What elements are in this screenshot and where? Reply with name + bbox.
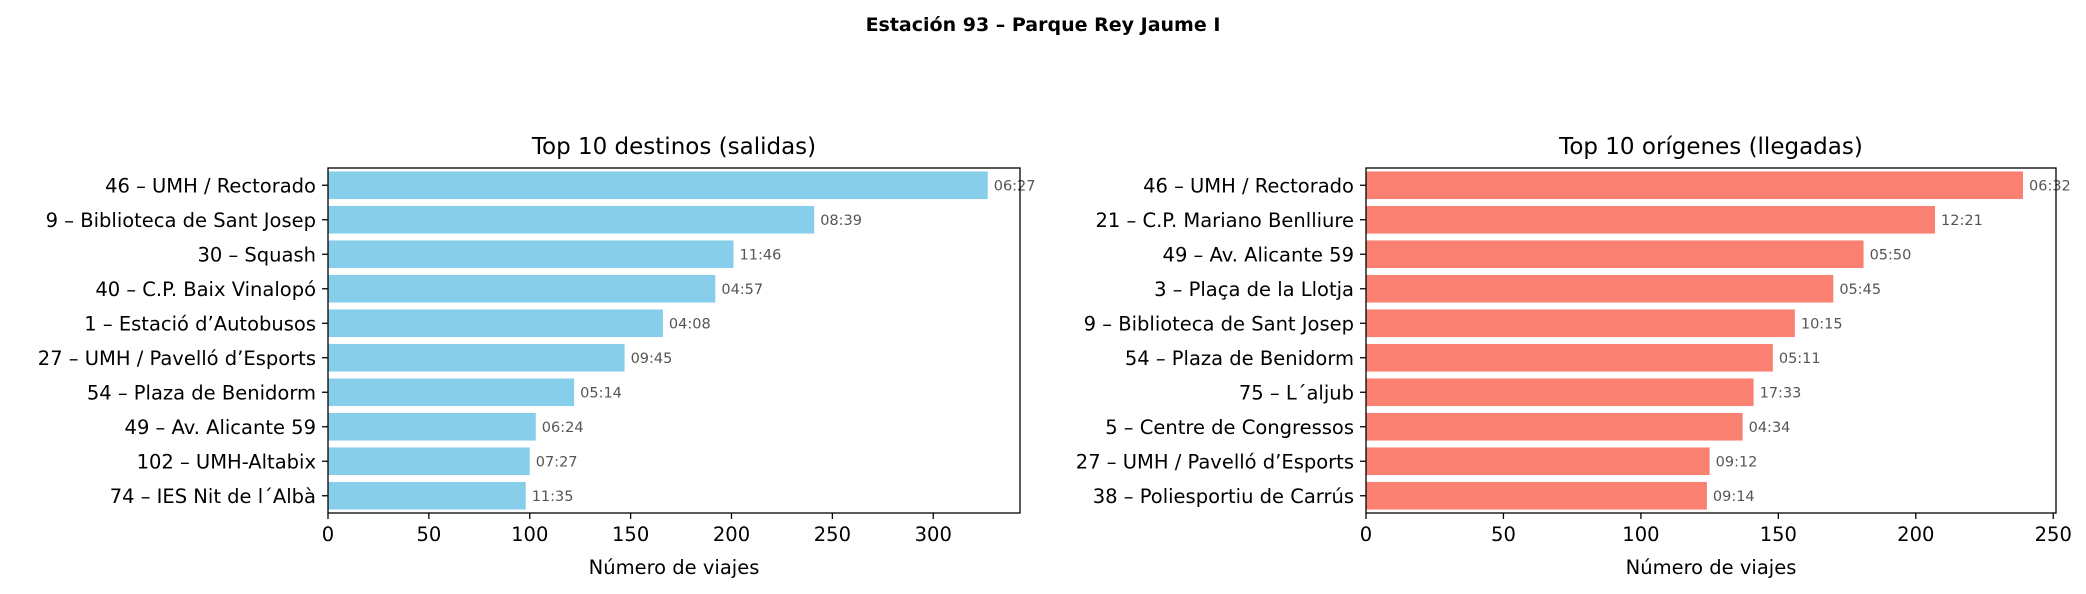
bar-data-label: 05:45 (1839, 282, 1881, 298)
bar (328, 378, 575, 407)
x-tick-label: 0 (322, 523, 334, 546)
x-tick-label: 0 (1360, 523, 1372, 546)
axes-frame (327, 167, 1021, 514)
bar-data-label: 05:11 (1779, 351, 1821, 367)
bar (1366, 447, 1710, 476)
subplot-title: Top 10 destinos (salidas) (531, 134, 816, 160)
y-tick-label: 102 – UMH-Altabix (137, 450, 316, 473)
y-tick-label: 75 – L´aljub (1239, 381, 1354, 404)
bar (1366, 205, 1936, 234)
bar-data-label: 11:35 (532, 489, 574, 505)
figure-suptitle: Estación 93 – Parque Rey Jaume I (866, 14, 1221, 36)
bar-data-label: 07:27 (536, 454, 578, 470)
y-tick-label: 46 – UMH / Rectorado (1143, 174, 1354, 197)
x-tick-label: 100 (511, 523, 548, 546)
bar (1366, 171, 2024, 200)
y-tick-label: 49 – Av. Alicante 59 (1163, 243, 1354, 266)
bar-data-label: 06:24 (542, 420, 584, 436)
bar-data-label: 06:32 (2029, 178, 2071, 194)
bar (1366, 412, 1743, 441)
y-tick-label: 38 – Poliesportiu de Carrús (1093, 485, 1354, 508)
axes-frame (1365, 167, 2057, 514)
x-tick-label: 300 (915, 523, 952, 546)
bar (1366, 481, 1707, 510)
x-tick-label: 150 (1760, 523, 1797, 546)
bar-data-label: 10:15 (1801, 316, 1843, 332)
bar-data-label: 05:50 (1870, 247, 1912, 263)
bar (328, 481, 526, 510)
bar-data-label: 08:39 (820, 213, 862, 229)
x-tick-label: 200 (1897, 523, 1934, 546)
subplot-title: Top 10 orígenes (llegadas) (1558, 134, 1863, 160)
y-tick-label: 54 – Plaza de Benidorm (87, 381, 316, 404)
x-tick-label: 200 (713, 523, 750, 546)
bar (328, 447, 530, 476)
bar-data-label: 17:33 (1760, 385, 1802, 401)
y-tick-label: 9 – Biblioteca de Sant Josep (1084, 312, 1354, 335)
x-axis-label: Número de viajes (1626, 556, 1797, 579)
bar (1366, 240, 1864, 269)
bar-data-label: 09:14 (1713, 489, 1755, 505)
y-tick-label: 54 – Plaza de Benidorm (1125, 347, 1354, 370)
bar (328, 309, 663, 338)
bar (328, 412, 536, 441)
bar-data-label: 09:12 (1716, 454, 1758, 470)
y-tick-label: 74 – IES Nit de l´Albà (110, 485, 316, 508)
y-tick-label: 5 – Centre de Congressos (1105, 416, 1354, 439)
y-tick-label: 30 – Squash (197, 243, 316, 266)
y-tick-label: 27 – UMH / Pavelló d’Esports (38, 347, 316, 370)
x-tick-label: 150 (612, 523, 649, 546)
y-tick-label: 46 – UMH / Rectorado (105, 174, 316, 197)
left-subplot-destinos: Top 10 destinos (salidas) 06:27 46 – UMH /… (38, 134, 1036, 579)
bar (328, 240, 734, 269)
bar-data-label: 11:46 (740, 247, 782, 263)
y-tick-label: 9 – Biblioteca de Sant Josep (46, 209, 316, 232)
bar (328, 274, 716, 303)
y-tick-label: 3 – Plaça de la Llotja (1154, 278, 1354, 301)
bar-data-label: 04:57 (721, 282, 763, 298)
x-tick-label: 250 (814, 523, 851, 546)
bar (1366, 274, 1834, 303)
x-tick-label: 100 (1622, 523, 1659, 546)
bar-data-label: 06:27 (994, 178, 1036, 194)
bar-data-label: 04:34 (1749, 420, 1791, 436)
y-tick-label: 1 – Estació d’Autobusos (84, 312, 316, 335)
x-tick-label: 50 (1491, 523, 1516, 546)
bar (328, 343, 625, 372)
bar-data-label: 09:45 (631, 351, 673, 367)
x-tick-label: 50 (416, 523, 441, 546)
y-tick-label: 40 – C.P. Baix Vinalopó (95, 278, 316, 301)
y-tick-label: 49 – Av. Alicante 59 (125, 416, 316, 439)
x-axis-label: Número de viajes (589, 556, 760, 579)
bar (1366, 343, 1773, 372)
bar (328, 171, 988, 200)
bar (1366, 378, 1754, 407)
right-subplot-origenes: Top 10 orígenes (llegadas) 06:32 46 – UMH … (1076, 134, 2072, 579)
bar (328, 205, 815, 234)
bar-data-label: 04:08 (669, 316, 711, 332)
y-tick-label: 27 – UMH / Pavelló d’Esports (1076, 450, 1354, 473)
y-tick-label: 21 – C.P. Mariano Benlliure (1096, 209, 1354, 232)
x-tick-label: 250 (2035, 523, 2072, 546)
bar (1366, 309, 1795, 338)
bar-data-label: 12:21 (1941, 213, 1983, 229)
bar-data-label: 05:14 (580, 385, 622, 401)
